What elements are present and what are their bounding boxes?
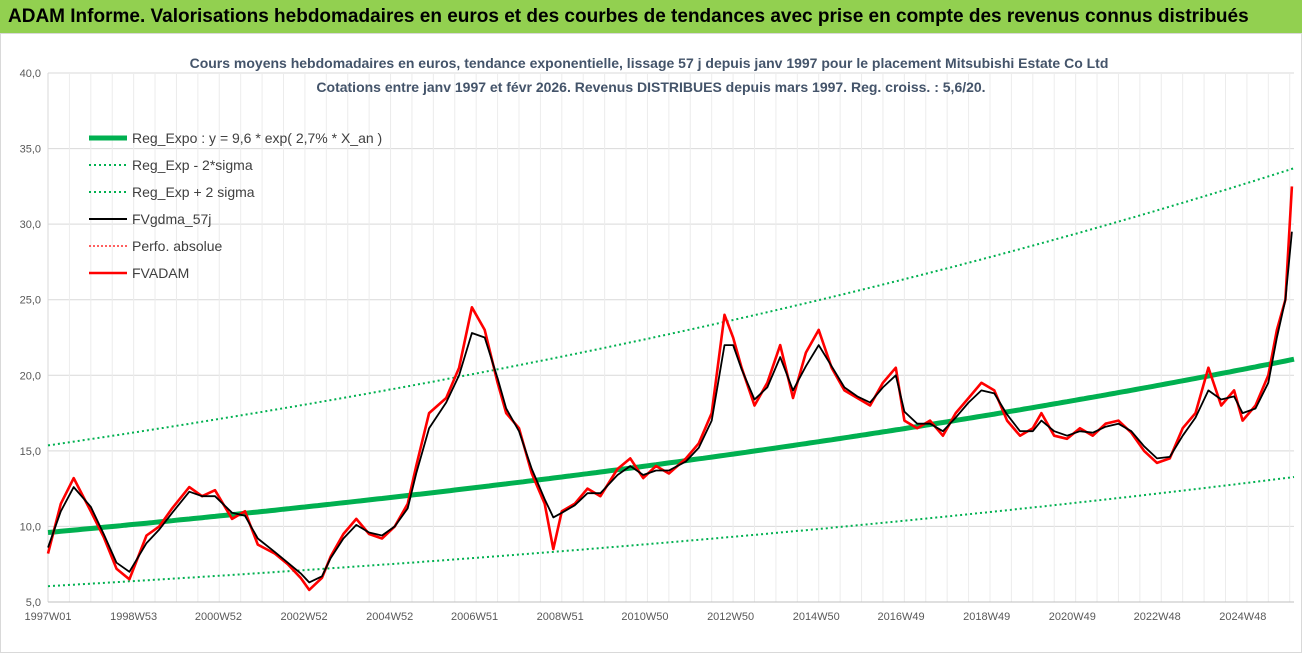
x-tick-label: 2018W49 xyxy=(963,611,1010,623)
report-banner: ADAM Informe. Valorisations hebdomadaire… xyxy=(0,0,1302,33)
x-tick-label: 2020W49 xyxy=(1049,611,1096,623)
grid xyxy=(47,72,1294,603)
x-tick-label: 2002W52 xyxy=(281,611,328,623)
series-reg-expo xyxy=(47,356,1295,535)
x-tick-label: 2000W52 xyxy=(195,611,242,623)
y-tick-label: 25,0 xyxy=(20,295,41,307)
y-tick-label: 15,0 xyxy=(20,446,41,458)
legend-label-reg: Reg_Expo : y = 9,6 * exp( 2,7% * X_an ) xyxy=(132,130,382,146)
x-tick-label: 2004W52 xyxy=(366,611,413,623)
y-tick-label: 5,0 xyxy=(26,597,41,609)
chart-title-line2: Cotations entre janv 1997 et févr 2026. … xyxy=(316,79,985,95)
x-tick-label: 1997W01 xyxy=(24,611,71,623)
banner-title: ADAM Informe. Valorisations hebdomadaire… xyxy=(8,6,1249,27)
y-tick-label: 30,0 xyxy=(20,219,41,231)
legend-label-low: Reg_Exp - 2*sigma xyxy=(132,157,253,173)
series-fvgdma xyxy=(47,231,1293,584)
x-tick-label: 2024W48 xyxy=(1219,611,1266,623)
chart-svg: 5,0 10,0 15,0 20,0 25,0 30,0 35,0 40,0 1997W01 19… xyxy=(20,55,1295,623)
series xyxy=(46,167,1295,592)
series-fvadam xyxy=(46,186,1294,592)
y-tick-label: 40,0 xyxy=(20,68,41,80)
x-tick-label: 2012W50 xyxy=(707,611,754,623)
x-tick-label: 2008W51 xyxy=(537,611,584,623)
y-tick-label: 35,0 xyxy=(20,144,41,156)
y-tick-label: 10,0 xyxy=(20,521,41,533)
legend-label-high: Reg_Exp + 2 sigma xyxy=(132,184,255,200)
chart-title-line1: Cours moyens hebdomadaires en euros, ten… xyxy=(190,55,1109,71)
x-tick-label: 1998W53 xyxy=(110,611,157,623)
axes: 5,0 10,0 15,0 20,0 25,0 30,0 35,0 40,0 1997W01 19… xyxy=(20,68,1294,623)
x-tick-label: 2022W48 xyxy=(1134,611,1181,623)
legend: Reg_Expo : y = 9,6 * exp( 2,7% * X_an ) R… xyxy=(89,130,382,281)
y-tick-label: 20,0 xyxy=(20,370,41,382)
legend-label-fvadam: FVADAM xyxy=(132,265,189,281)
x-tick-label: 2010W50 xyxy=(621,611,668,623)
x-tick-label: 2014W50 xyxy=(793,611,840,623)
x-tick-label: 2006W51 xyxy=(451,611,498,623)
series-reg-high xyxy=(47,167,1295,447)
x-tick-label: 2016W49 xyxy=(878,611,925,623)
legend-label-perfo: Perfo. absolue xyxy=(132,238,222,254)
chart-frame: 5,0 10,0 15,0 20,0 25,0 30,0 35,0 40,0 1997W01 19… xyxy=(0,33,1302,653)
legend-label-fvgdma: FVgdma_57j xyxy=(132,211,211,227)
series-reg-low xyxy=(47,476,1295,588)
